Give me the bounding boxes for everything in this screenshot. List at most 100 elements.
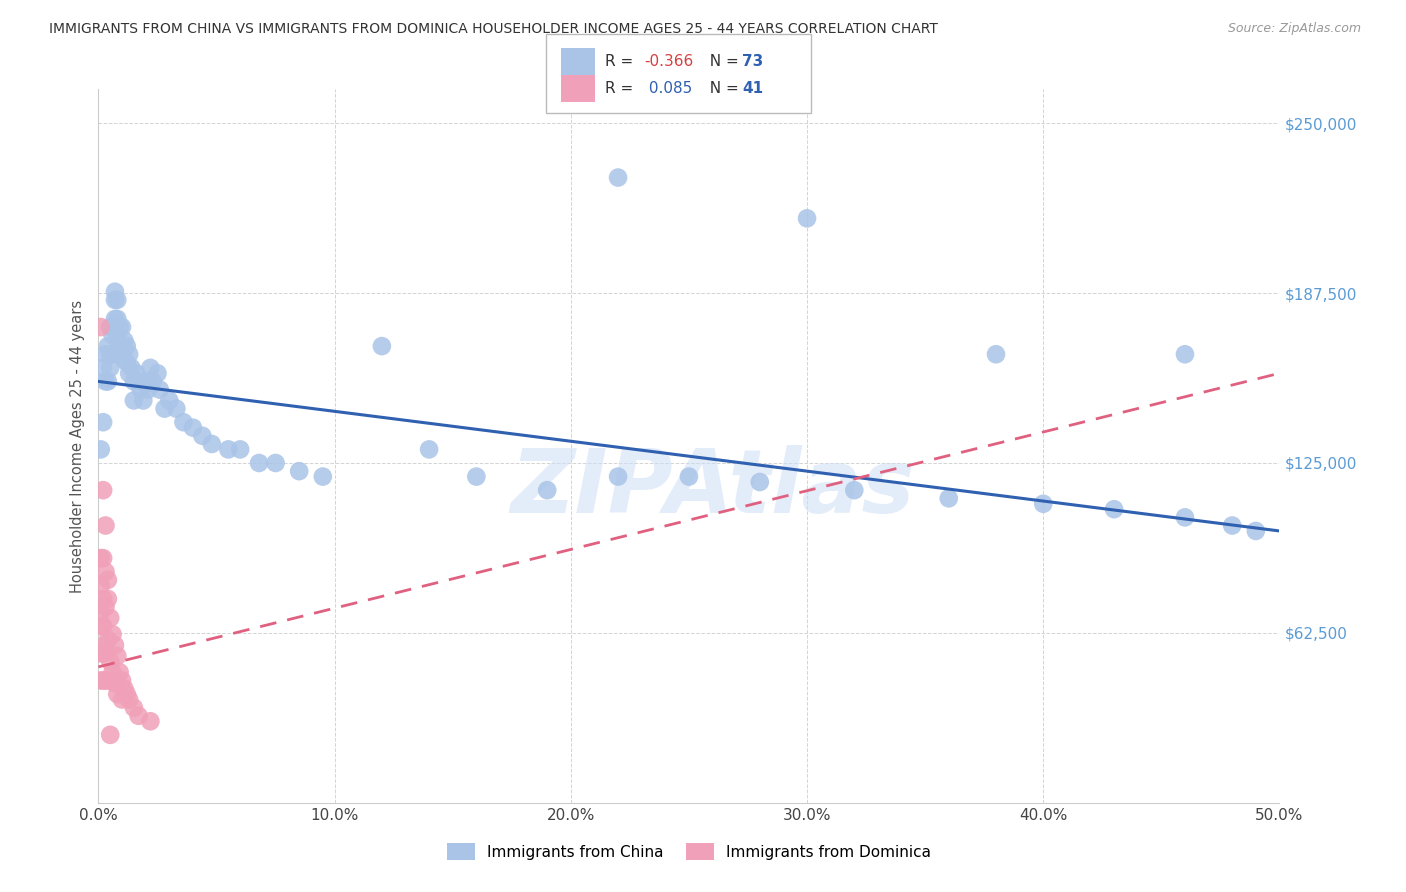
Point — [90, 606, 112, 620]
Text: Source: ZipAtlas.com: Source: ZipAtlas.com — [1227, 22, 1361, 36]
Point — [105, 312, 128, 326]
Point — [108, 665, 131, 680]
Point — [98, 611, 121, 625]
Point — [111, 347, 134, 361]
Point — [94, 638, 117, 652]
Point — [201, 437, 224, 451]
Point — [678, 469, 700, 483]
Point — [91, 619, 114, 633]
Text: IMMIGRANTS FROM CHINA VS IMMIGRANTS FROM DOMINICA HOUSEHOLDER INCOME AGES 25 - 4: IMMIGRANTS FROM CHINA VS IMMIGRANTS FROM… — [49, 22, 938, 37]
Legend: Immigrants from China, Immigrants from Dominica: Immigrants from China, Immigrants from D… — [441, 837, 936, 866]
Point — [122, 393, 145, 408]
Point — [288, 464, 311, 478]
Point — [371, 339, 394, 353]
Point — [90, 551, 112, 566]
Point — [97, 573, 120, 587]
Point — [139, 360, 162, 375]
Point — [94, 565, 117, 579]
Point — [118, 347, 141, 361]
Text: R =: R = — [605, 81, 638, 95]
Point — [94, 673, 117, 688]
Point — [1244, 524, 1267, 538]
Point — [90, 673, 112, 688]
Point — [115, 687, 138, 701]
Point — [465, 469, 488, 483]
Point — [97, 339, 120, 353]
Point — [142, 375, 165, 389]
Point — [111, 692, 134, 706]
Point — [121, 360, 143, 375]
Point — [104, 285, 127, 299]
Point — [229, 442, 252, 457]
Text: N =: N = — [700, 81, 744, 95]
Point — [104, 638, 127, 652]
Point — [149, 383, 172, 397]
Text: R =: R = — [605, 54, 638, 69]
Text: N =: N = — [700, 54, 744, 69]
Point — [105, 328, 128, 343]
Point — [101, 347, 124, 361]
Point — [111, 320, 134, 334]
Text: 73: 73 — [742, 54, 763, 69]
Point — [607, 469, 630, 483]
Point — [94, 375, 117, 389]
Point — [98, 347, 121, 361]
Point — [118, 366, 141, 380]
Point — [91, 673, 114, 688]
Text: 0.085: 0.085 — [644, 81, 692, 95]
Point — [97, 632, 120, 647]
Point — [105, 293, 128, 307]
Point — [91, 551, 114, 566]
Point — [91, 646, 114, 660]
Point — [90, 578, 112, 592]
Point — [1174, 347, 1197, 361]
Point — [112, 352, 135, 367]
Point — [122, 375, 145, 389]
Text: -0.366: -0.366 — [644, 54, 693, 69]
Point — [97, 375, 120, 389]
Point — [91, 415, 114, 429]
Point — [132, 393, 155, 408]
Point — [125, 366, 148, 380]
Point — [748, 475, 770, 489]
Point — [217, 442, 239, 457]
Point — [115, 355, 138, 369]
Point — [136, 383, 159, 397]
Point — [105, 687, 128, 701]
Point — [101, 328, 124, 343]
Point — [139, 714, 162, 729]
Point — [112, 334, 135, 348]
Point — [90, 320, 112, 334]
Point — [97, 591, 120, 606]
Point — [111, 339, 134, 353]
Point — [115, 339, 138, 353]
Point — [984, 347, 1007, 361]
Point — [247, 456, 270, 470]
Point — [90, 646, 112, 660]
Point — [118, 692, 141, 706]
Point — [111, 673, 134, 688]
Point — [607, 170, 630, 185]
Point — [153, 401, 176, 416]
Point — [98, 320, 121, 334]
Point — [94, 600, 117, 615]
Point — [101, 627, 124, 641]
Point — [536, 483, 558, 498]
Point — [108, 320, 131, 334]
Point — [90, 619, 112, 633]
Point — [112, 681, 135, 696]
Point — [91, 483, 114, 498]
Point — [1102, 502, 1125, 516]
Point — [104, 676, 127, 690]
Point — [108, 339, 131, 353]
Point — [97, 673, 120, 688]
Point — [312, 469, 335, 483]
Point — [418, 442, 440, 457]
Point — [181, 420, 204, 434]
Point — [128, 375, 150, 389]
Point — [90, 442, 112, 457]
Point — [104, 293, 127, 307]
Point — [105, 648, 128, 663]
Point — [165, 401, 187, 416]
Point — [844, 483, 866, 498]
